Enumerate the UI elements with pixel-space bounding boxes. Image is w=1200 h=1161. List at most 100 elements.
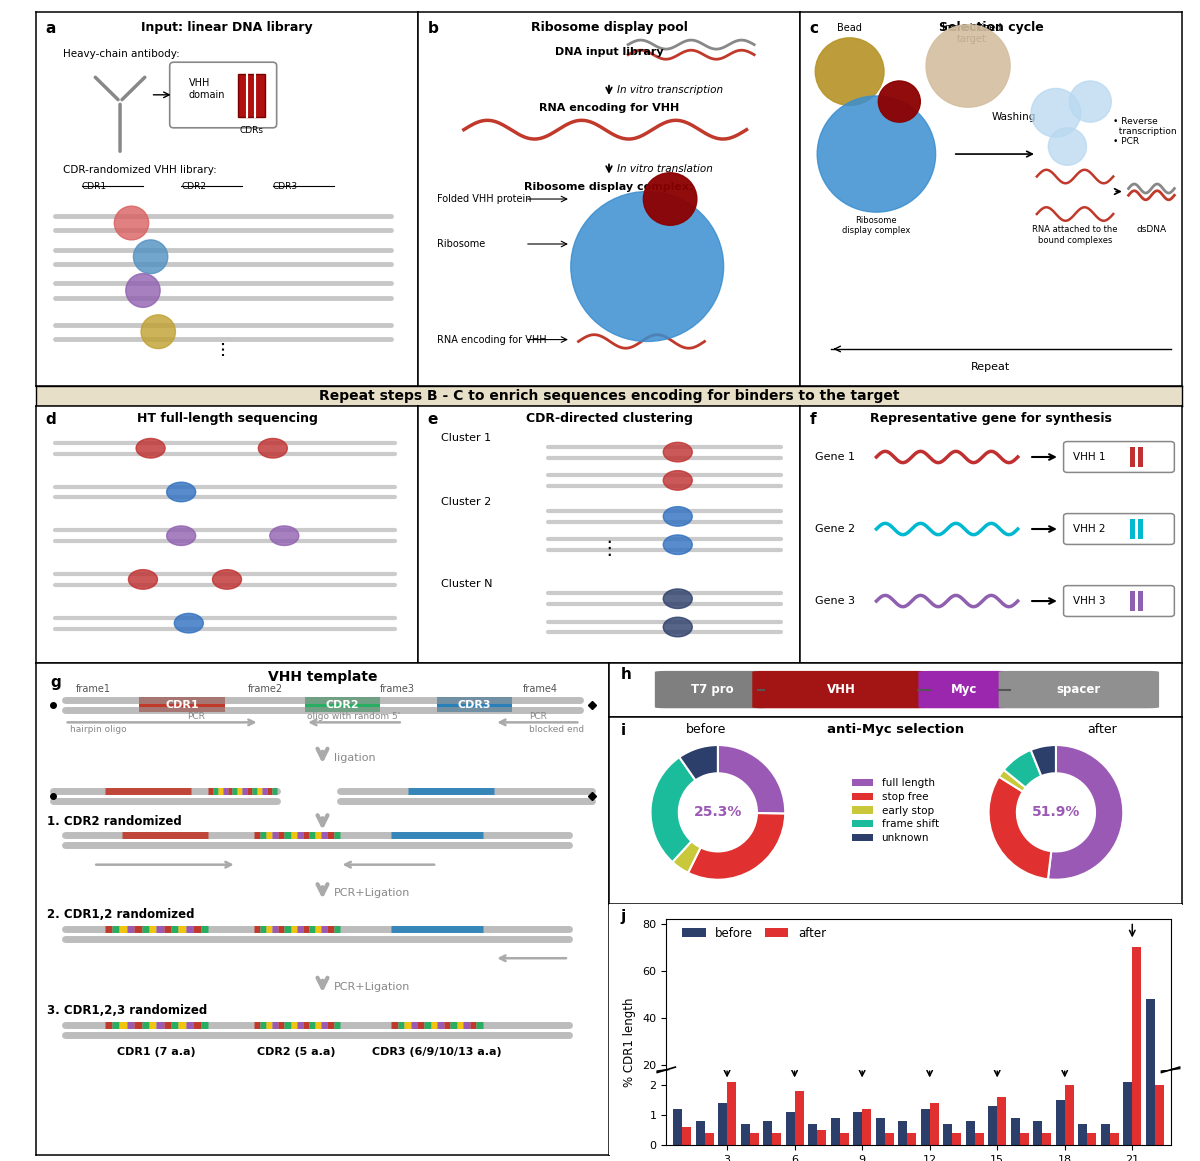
- Circle shape: [174, 613, 203, 633]
- Text: RNA encoding for VHH: RNA encoding for VHH: [437, 334, 547, 345]
- Text: CDR1 (7 a.a): CDR1 (7 a.a): [118, 1047, 196, 1057]
- Text: Input: linear DNA library: Input: linear DNA library: [142, 21, 313, 34]
- Text: % CDR1 length: % CDR1 length: [623, 997, 636, 1087]
- Text: CDR3 (6/9/10/13 a.a): CDR3 (6/9/10/13 a.a): [372, 1047, 502, 1057]
- FancyBboxPatch shape: [655, 671, 769, 708]
- Text: CDR-randomized VHH library:: CDR-randomized VHH library:: [62, 165, 216, 175]
- FancyBboxPatch shape: [918, 671, 1010, 708]
- Circle shape: [1031, 88, 1081, 137]
- Circle shape: [815, 38, 884, 106]
- Circle shape: [664, 618, 692, 636]
- Text: VHH
domain: VHH domain: [188, 79, 226, 100]
- Circle shape: [643, 173, 697, 225]
- Text: Ribosome display complex:: Ribosome display complex:: [524, 182, 694, 193]
- Text: Folded VHH protein: Folded VHH protein: [437, 194, 532, 204]
- Text: Myc: Myc: [952, 683, 978, 697]
- FancyBboxPatch shape: [1138, 447, 1142, 467]
- Text: 2. CDR1,2 randomized: 2. CDR1,2 randomized: [48, 908, 194, 922]
- FancyBboxPatch shape: [1063, 513, 1175, 545]
- FancyBboxPatch shape: [305, 698, 379, 712]
- FancyBboxPatch shape: [1138, 519, 1142, 539]
- Legend: full length, stop free, early stop, frame shift, unknown: full length, stop free, early stop, fram…: [848, 774, 943, 848]
- Text: CDR3: CDR3: [457, 700, 491, 709]
- FancyBboxPatch shape: [139, 698, 226, 712]
- Text: i: i: [620, 722, 625, 737]
- Text: Cluster 2: Cluster 2: [440, 497, 491, 507]
- FancyBboxPatch shape: [1063, 585, 1175, 616]
- Circle shape: [664, 589, 692, 608]
- Text: RNA encoding for VHH: RNA encoding for VHH: [539, 103, 679, 114]
- Text: before: before: [686, 722, 726, 736]
- Text: Selection cycle: Selection cycle: [938, 21, 1043, 34]
- Text: 1. CDR2 randomized: 1. CDR2 randomized: [48, 815, 182, 828]
- Text: dsDNA: dsDNA: [1136, 225, 1166, 235]
- Circle shape: [136, 439, 166, 459]
- FancyBboxPatch shape: [1130, 591, 1135, 611]
- Text: VHH 1: VHH 1: [1073, 452, 1105, 462]
- Text: Cluster N: Cluster N: [440, 579, 492, 590]
- Circle shape: [1069, 81, 1111, 122]
- Circle shape: [142, 315, 175, 348]
- Text: e: e: [427, 412, 438, 427]
- Text: Repeat: Repeat: [971, 362, 1010, 372]
- Circle shape: [126, 274, 160, 308]
- Text: spacer: spacer: [1057, 683, 1100, 697]
- Text: VHH: VHH: [827, 683, 856, 697]
- Text: HT full-length sequencing: HT full-length sequencing: [137, 412, 318, 425]
- Text: Ribosome: Ribosome: [437, 239, 485, 248]
- Text: Gene 2: Gene 2: [815, 524, 856, 534]
- Text: Ribosome
display complex: Ribosome display complex: [842, 216, 911, 236]
- Text: a: a: [46, 21, 56, 36]
- Text: f: f: [810, 412, 816, 427]
- Circle shape: [878, 81, 920, 122]
- Text: c: c: [810, 21, 818, 36]
- Text: ⋮: ⋮: [599, 539, 619, 557]
- Circle shape: [133, 240, 168, 274]
- Circle shape: [1049, 128, 1086, 165]
- Text: blocked end: blocked end: [529, 724, 584, 734]
- Circle shape: [664, 506, 692, 526]
- Circle shape: [664, 442, 692, 462]
- Text: d: d: [46, 412, 56, 427]
- Text: 3. CDR1,2,3 randomized: 3. CDR1,2,3 randomized: [48, 1004, 208, 1017]
- Text: Cluster 1: Cluster 1: [440, 433, 491, 442]
- Text: CDR2: CDR2: [181, 182, 206, 192]
- Text: PCR+Ligation: PCR+Ligation: [334, 888, 410, 897]
- Text: Bead: Bead: [838, 23, 862, 33]
- FancyBboxPatch shape: [1063, 441, 1175, 473]
- Text: • Reverse
  transcription
• PCR: • Reverse transcription • PCR: [1114, 116, 1177, 146]
- Text: hairpin oligo: hairpin oligo: [71, 724, 127, 734]
- FancyBboxPatch shape: [1138, 591, 1142, 611]
- Circle shape: [114, 207, 149, 240]
- Circle shape: [128, 570, 157, 590]
- Text: Ribosome display pool: Ribosome display pool: [530, 21, 688, 34]
- Text: ligation: ligation: [334, 752, 376, 763]
- Text: Gene 3: Gene 3: [815, 596, 856, 606]
- Circle shape: [167, 526, 196, 546]
- Circle shape: [664, 470, 692, 490]
- FancyBboxPatch shape: [1130, 519, 1135, 539]
- Text: CDR1: CDR1: [82, 182, 107, 192]
- Circle shape: [817, 96, 936, 212]
- Text: j: j: [620, 909, 625, 924]
- FancyBboxPatch shape: [998, 671, 1159, 708]
- Text: RNA attached to the
bound complexes: RNA attached to the bound complexes: [1032, 225, 1117, 245]
- Text: frame2: frame2: [247, 684, 283, 694]
- Text: CDR-directed clustering: CDR-directed clustering: [526, 412, 692, 425]
- Circle shape: [664, 535, 692, 555]
- Text: CDR2 (5 a.a): CDR2 (5 a.a): [258, 1047, 336, 1057]
- Text: Heavy-chain antibody:: Heavy-chain antibody:: [62, 49, 180, 59]
- FancyBboxPatch shape: [169, 63, 277, 128]
- Text: frame4: frame4: [523, 684, 558, 694]
- Text: h: h: [620, 668, 631, 683]
- Text: Representative gene for synthesis: Representative gene for synthesis: [870, 412, 1112, 425]
- Text: frame3: frame3: [379, 684, 414, 694]
- Text: frame1: frame1: [76, 684, 110, 694]
- Circle shape: [258, 439, 287, 459]
- Text: after: after: [1087, 722, 1117, 736]
- Text: b: b: [427, 21, 438, 36]
- Text: In vitro translation: In vitro translation: [617, 164, 713, 174]
- Text: Gene 1: Gene 1: [815, 452, 856, 462]
- Circle shape: [270, 526, 299, 546]
- Text: VHH 3: VHH 3: [1073, 596, 1105, 606]
